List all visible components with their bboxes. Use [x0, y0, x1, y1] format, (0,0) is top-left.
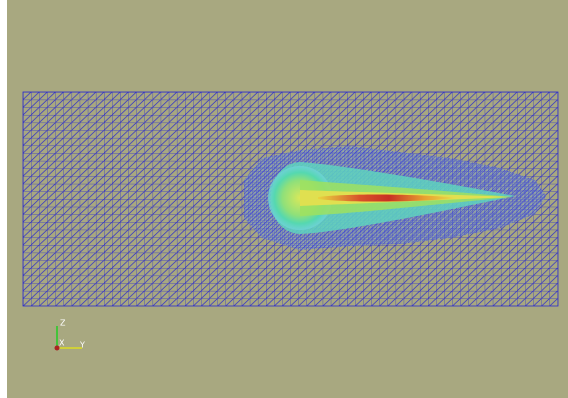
axis-label-z: Z [60, 319, 66, 328]
render-view: Z X Y [0, 0, 568, 398]
page: Z X Y (() => { const data = JSON.parse(d… [0, 0, 568, 398]
axis-label-y: Y [79, 341, 85, 350]
axis-label-x: X [59, 339, 65, 348]
